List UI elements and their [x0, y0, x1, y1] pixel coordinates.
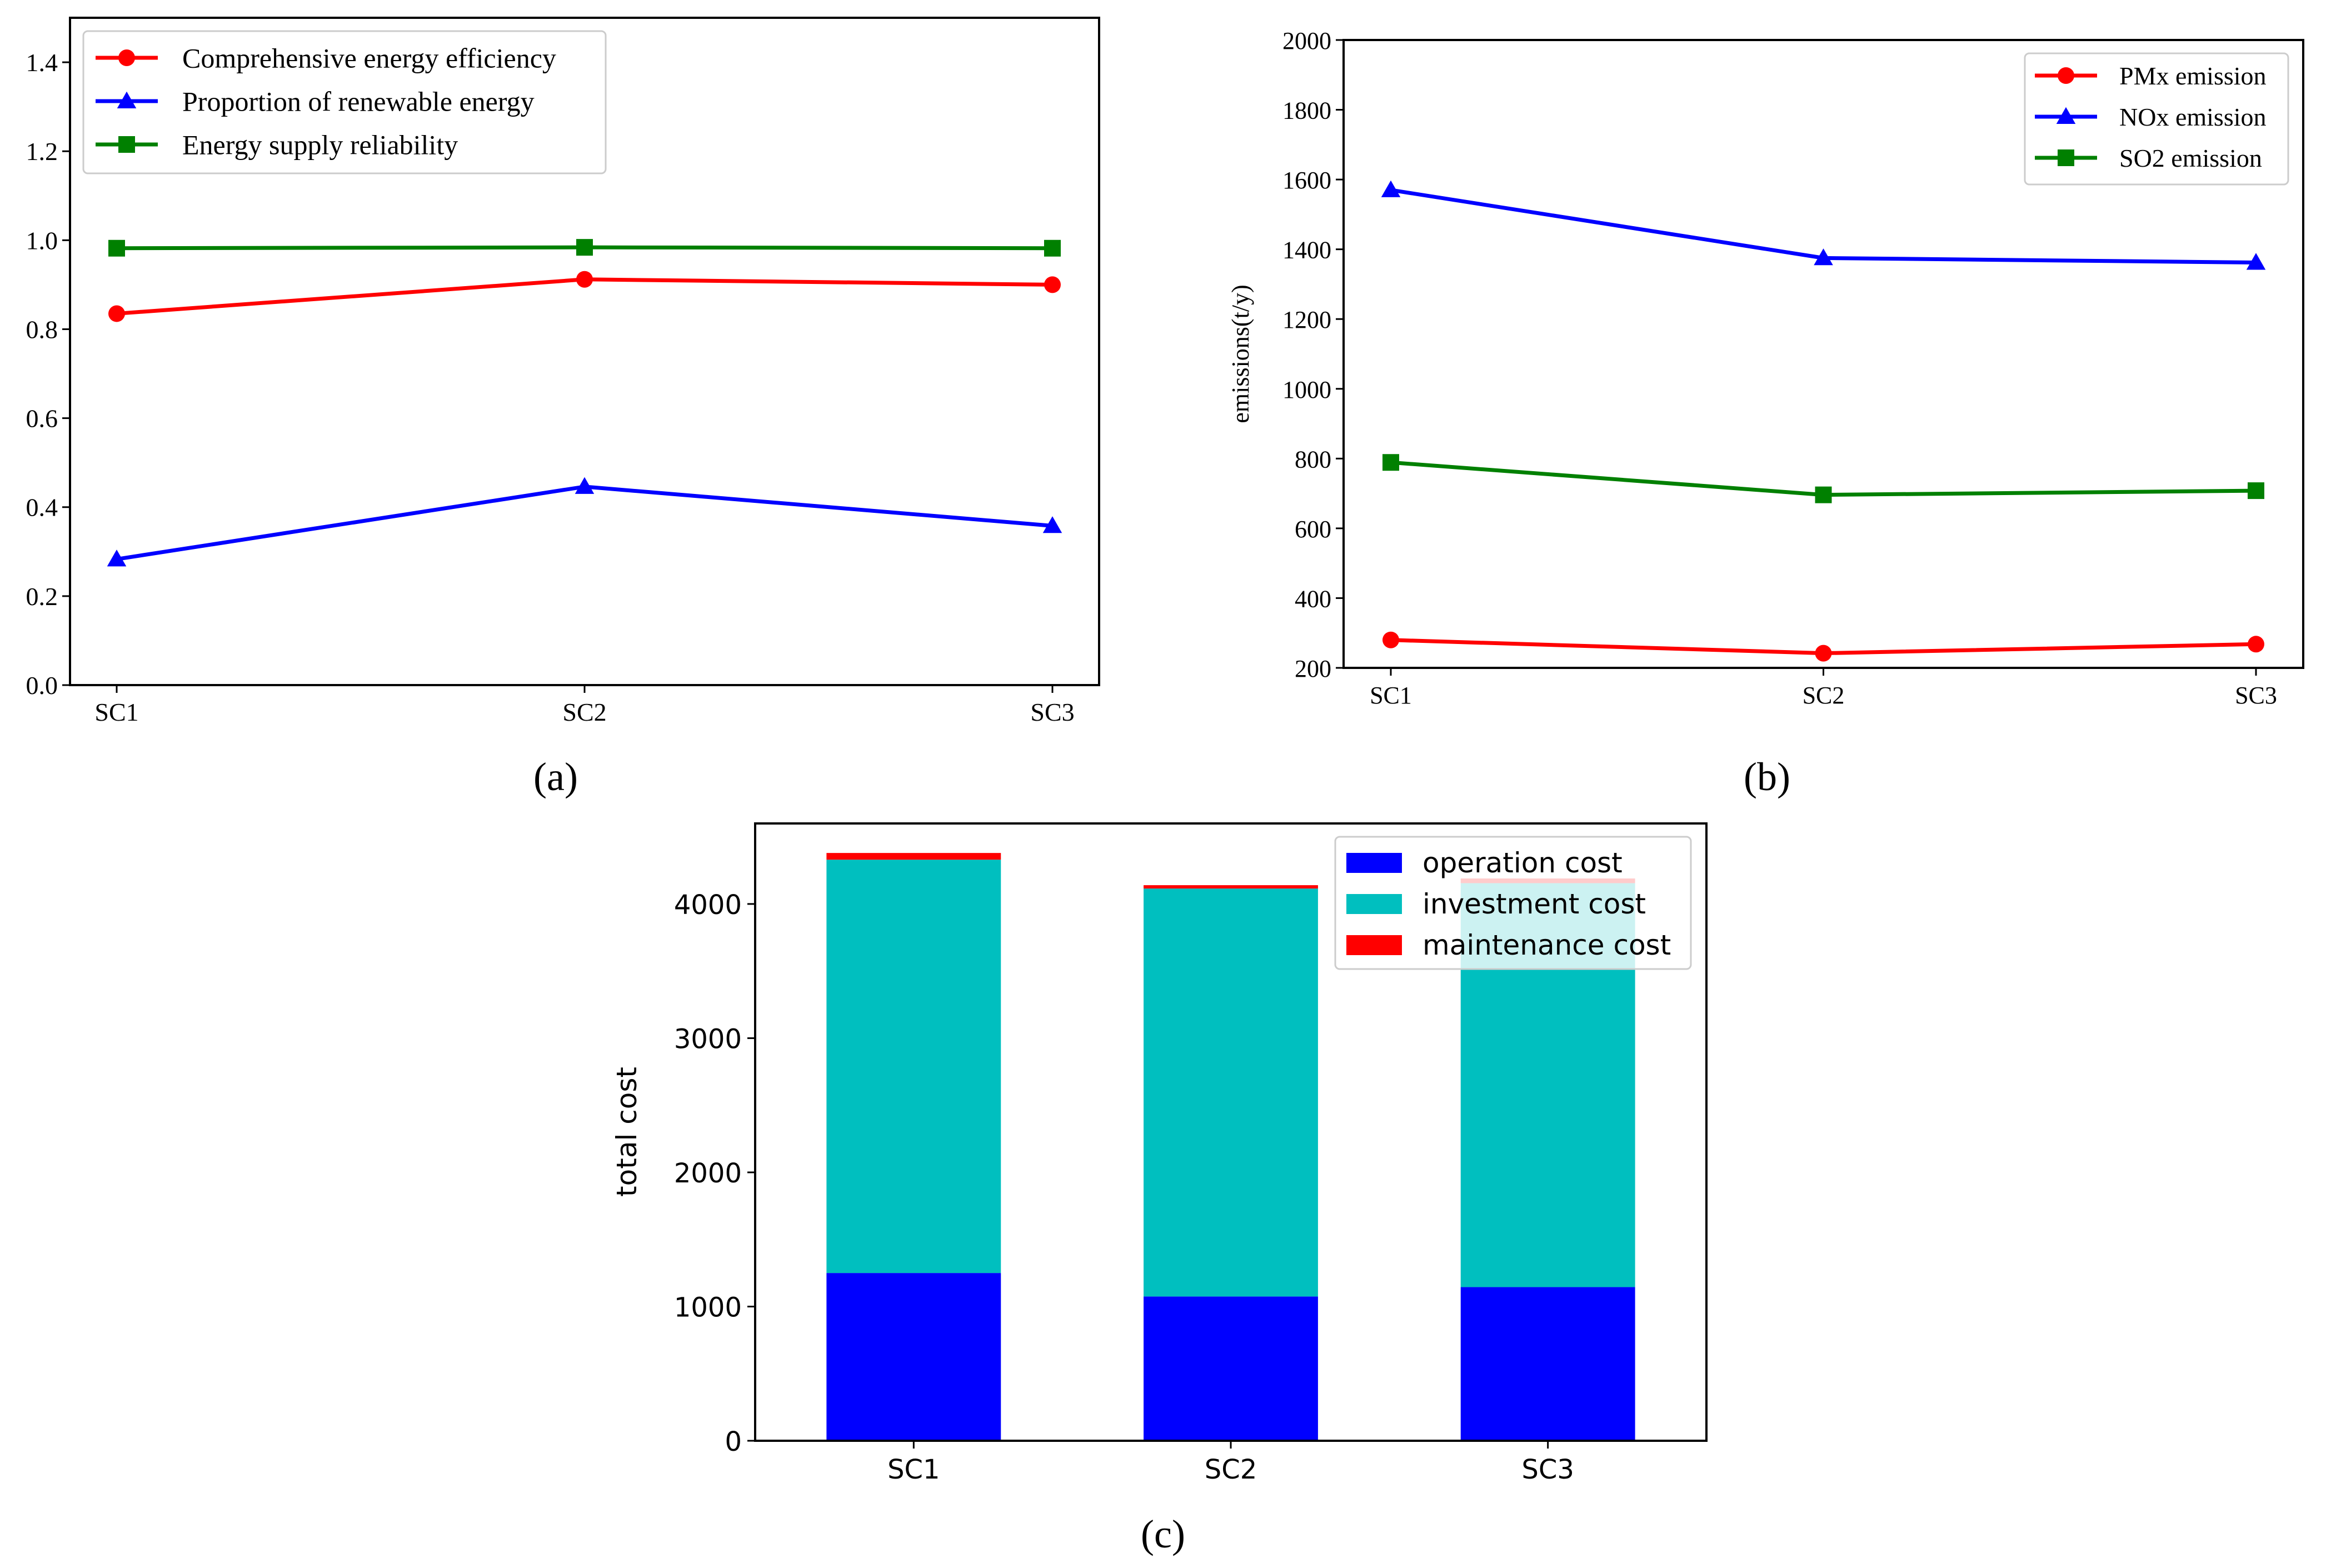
y-tick-label: 0 — [725, 1426, 742, 1457]
data-point — [1815, 645, 1832, 662]
chart-b-y-axis-label: emissions(t/y) — [1227, 284, 1254, 423]
x-tick-label: SC3 — [1521, 1454, 1574, 1485]
data-point — [576, 271, 593, 288]
y-tick-label: 1200 — [1282, 306, 1331, 333]
x-tick-label: SC3 — [2235, 682, 2277, 709]
data-point — [108, 239, 125, 257]
chart-c-legend: operation cost investment cost maintenance… — [1334, 836, 1692, 970]
chart-c: 0 1000 2000 3000 4000 SC1 SC2 SC3 total cost o… — [611, 822, 1708, 1556]
data-point — [1042, 516, 1062, 533]
y-tick-label: 200 — [1295, 655, 1331, 682]
legend-marker — [118, 49, 135, 66]
data-point — [1382, 631, 1399, 648]
data-point — [1044, 239, 1061, 257]
y-tick-label: 0.6 — [26, 405, 58, 433]
y-tick-label: 4000 — [674, 890, 742, 921]
chart-c-x-axis: SC1 SC2 SC3 — [887, 1441, 1574, 1485]
y-tick-label: 2000 — [1282, 27, 1331, 54]
chart-c-bars — [826, 853, 1635, 1441]
y-tick-label: 1000 — [1282, 376, 1331, 403]
legend-swatch — [1346, 894, 1402, 914]
bar-segment — [826, 1273, 1001, 1441]
chart-c-legend-box — [1334, 836, 1692, 970]
legend-label: Proportion of renewable energy — [182, 86, 535, 117]
y-tick-label: 400 — [1295, 585, 1331, 612]
y-tick-label: 600 — [1295, 516, 1331, 543]
data-point — [2246, 253, 2266, 270]
data-point — [1814, 248, 1833, 266]
bar-segment — [1460, 1287, 1635, 1441]
x-tick-label: SC1 — [94, 698, 138, 726]
y-tick-label: 1000 — [674, 1292, 742, 1323]
chart-a-y-axis: 0.0 0.2 0.4 0.6 0.8 1.0 1.2 1.4 — [26, 48, 70, 700]
legend-label: PMx emission — [2119, 62, 2267, 90]
x-tick-label: SC3 — [1030, 698, 1074, 726]
bar-segment — [1144, 1296, 1318, 1441]
chart-a: 0.0 0.2 0.4 0.6 0.8 1.0 1.2 1.4 SC1 SC2 SC3 Compr… — [26, 17, 1100, 799]
data-point — [2248, 482, 2264, 500]
data-point — [1815, 486, 1832, 503]
legend-marker — [2056, 107, 2076, 124]
chart-b-legend: PMx emission NOx emission SO2 emission — [2024, 52, 2289, 186]
bar-segment — [1144, 888, 1318, 1297]
x-tick-label: SC1 — [887, 1454, 940, 1485]
legend-marker — [118, 136, 135, 153]
y-tick-label: 0.0 — [26, 671, 58, 700]
y-tick-label: 1.0 — [26, 226, 58, 254]
data-point — [1382, 454, 1399, 471]
data-point — [576, 239, 593, 256]
chart-a-panel-label: (a) — [533, 755, 578, 799]
y-tick-label: 1600 — [1282, 167, 1331, 194]
chart-c-panel-label: (c) — [1141, 1512, 1185, 1556]
legend-label: Energy supply reliability — [182, 129, 458, 161]
legend-label: SO2 emission — [2119, 144, 2262, 172]
legend-label: Comprehensive energy efficiency — [182, 43, 556, 74]
y-tick-label: 1.4 — [26, 48, 58, 77]
y-tick-label: 0.4 — [26, 493, 58, 522]
chart-b: 200 400 600 800 1000 1200 1400 1600 1800 2000 SC1… — [1227, 27, 2304, 799]
y-tick-label: 2000 — [674, 1158, 742, 1189]
data-point — [108, 305, 125, 322]
bar-segment — [1144, 885, 1318, 889]
chart-b-x-axis: SC1 SC2 SC3 — [1370, 668, 2277, 709]
data-point — [107, 550, 127, 567]
x-tick-label: SC2 — [1803, 682, 1845, 709]
x-tick-label: SC2 — [1205, 1454, 1257, 1485]
chart-c-y-axis: 0 1000 2000 3000 4000 — [674, 890, 755, 1457]
chart-c-y-axis-label: total cost — [611, 1067, 643, 1197]
legend-label: operation cost — [1422, 847, 1623, 879]
chart-a-series — [107, 239, 1062, 567]
legend-label: investment cost — [1422, 888, 1646, 920]
legend-swatch — [1346, 853, 1402, 873]
legend-label: NOx emission — [2119, 103, 2267, 131]
bar-segment — [826, 853, 1001, 860]
legend-marker — [2058, 149, 2074, 166]
legend-marker — [2058, 67, 2074, 84]
x-tick-label: SC2 — [562, 698, 606, 726]
legend-swatch — [1346, 935, 1402, 955]
y-tick-label: 0.2 — [26, 582, 58, 611]
y-tick-label: 1800 — [1282, 97, 1331, 124]
chart-b-legend-box — [2024, 52, 2289, 186]
y-tick-label: 800 — [1295, 446, 1331, 473]
chart-b-panel-label: (b) — [1744, 755, 1790, 799]
data-point — [1044, 276, 1061, 293]
data-point — [1381, 180, 1401, 197]
chart-b-series — [1381, 180, 2266, 662]
legend-label: maintenance cost — [1422, 929, 1671, 961]
y-tick-label: 1.2 — [26, 137, 58, 166]
chart-a-x-axis: SC1 SC2 SC3 — [94, 685, 1075, 726]
legend-marker — [117, 91, 137, 108]
x-tick-label: SC1 — [1370, 682, 1412, 709]
chart-b-y-axis: 200 400 600 800 1000 1200 1400 1600 1800 2000 — [1282, 27, 1344, 682]
data-point — [2248, 636, 2264, 653]
chart-a-legend: Comprehensive energy efficiency Proportio… — [82, 30, 607, 174]
data-point — [575, 477, 595, 494]
chart-a-legend-box — [82, 30, 607, 174]
y-tick-label: 0.8 — [26, 315, 58, 343]
y-tick-label: 1400 — [1282, 237, 1331, 264]
bar-segment — [826, 860, 1001, 1274]
y-tick-label: 3000 — [674, 1023, 742, 1055]
